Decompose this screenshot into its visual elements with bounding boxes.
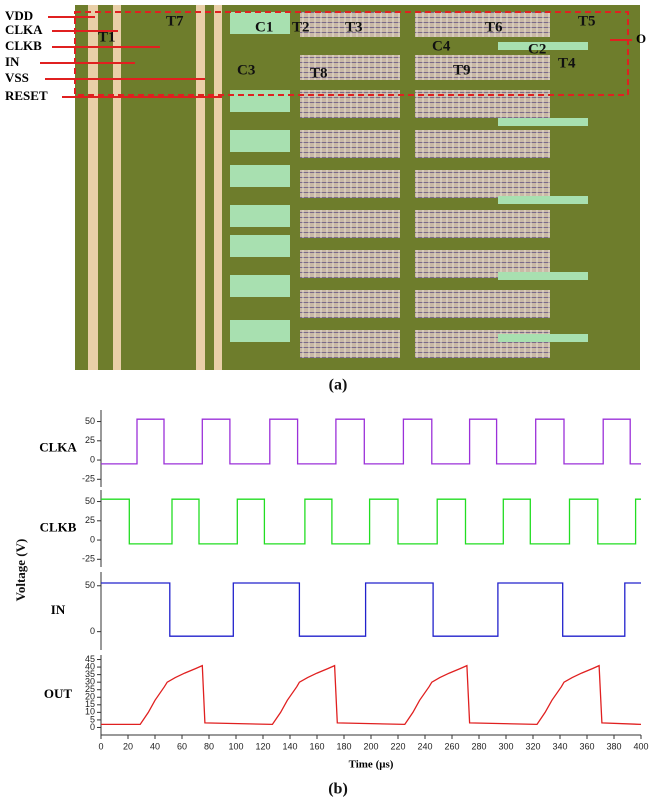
stages <box>230 12 588 358</box>
x-tick-label: 220 <box>390 741 405 751</box>
rail <box>113 5 121 370</box>
y-tick-label: 0 <box>90 534 95 544</box>
x-tick-label: 80 <box>204 741 214 751</box>
x-tick-label: 200 <box>363 741 378 751</box>
caption: (a) <box>329 377 348 394</box>
rail <box>214 5 222 370</box>
pin-label: VSS <box>5 70 29 85</box>
series-label: IN <box>51 602 66 617</box>
stage-box <box>74 11 629 96</box>
y-tick-label: -25 <box>82 554 95 564</box>
x-tick-label: 400 <box>633 741 648 751</box>
x-tick-label: 360 <box>579 741 594 751</box>
device-label: C3 <box>237 62 255 78</box>
pin-label: CLKA <box>5 22 43 37</box>
device-label: T1 <box>98 29 116 45</box>
waveforms: -2502550CLKA-2502550CLKB050IN05101520253… <box>39 410 649 771</box>
y-tick-label: 50 <box>85 580 95 590</box>
y-tick-label: 5 <box>90 714 95 724</box>
y-tick-label: 0 <box>90 454 95 464</box>
x-tick-label: 0 <box>98 741 103 751</box>
caption: (b) <box>328 781 348 798</box>
x-tick-label: 180 <box>336 741 351 751</box>
rail <box>196 5 205 370</box>
y-tick-label: 35 <box>85 669 95 679</box>
device-label: T8 <box>310 65 328 81</box>
x-tick-label: 240 <box>417 741 432 751</box>
device-label: T4 <box>558 55 576 71</box>
waveform <box>101 664 642 726</box>
x-tick-label: 320 <box>525 741 540 751</box>
device-label: T5 <box>578 13 596 29</box>
device-label: C4 <box>432 38 451 54</box>
y-tick-label: 50 <box>85 416 95 426</box>
y-tick-label: 10 <box>85 707 95 717</box>
device-label: T3 <box>345 19 363 35</box>
pin-label: VDD <box>5 8 33 23</box>
rail <box>88 5 98 370</box>
device-label: C1 <box>255 19 273 35</box>
y-tick-label: 25 <box>85 435 95 445</box>
device-label: T7 <box>166 13 184 29</box>
pin-label: CLKB <box>5 38 42 53</box>
device-label: T2 <box>292 19 310 35</box>
waveform <box>101 582 641 637</box>
y-tick-label: 25 <box>85 515 95 525</box>
y-tick-label: 45 <box>85 654 95 664</box>
micrograph: VDD CLKA CLKB IN VSS RESET T1 T7 C1 T2 T… <box>5 5 646 394</box>
x-tick-label: 20 <box>123 741 133 751</box>
x-tick-label: 140 <box>282 741 297 751</box>
x-tick-label: 120 <box>255 741 270 751</box>
y-tick-label: -25 <box>82 474 95 484</box>
y-tick-label: 50 <box>85 496 95 506</box>
x-tick-label: 40 <box>150 741 160 751</box>
y-tick-label: 30 <box>85 677 95 687</box>
x-tick-label: 260 <box>444 741 459 751</box>
pin-label: IN <box>5 54 20 69</box>
pin-arrows <box>40 16 632 98</box>
series-label: CLKA <box>39 439 77 454</box>
x-tick-label: 280 <box>471 741 486 751</box>
x-tick-label: 100 <box>228 741 243 751</box>
y-axis-title: Voltage (V) <box>13 539 28 602</box>
y-tick-label: 0 <box>90 626 95 636</box>
y-tick-label: 40 <box>85 661 95 671</box>
waveform <box>101 498 641 545</box>
x-tick-label: 160 <box>309 741 324 751</box>
y-tick-label: 0 <box>90 722 95 732</box>
waveform <box>101 418 641 465</box>
x-tick-label: 380 <box>606 741 621 751</box>
x-tick-label: 60 <box>177 741 187 751</box>
series-label: CLKB <box>40 519 77 534</box>
x-tick-label: 340 <box>552 741 567 751</box>
y-tick-label: 15 <box>85 699 95 709</box>
device-label: T6 <box>485 19 503 35</box>
series-label: OUT <box>44 686 73 701</box>
y-tick-label: 25 <box>85 684 95 694</box>
x-tick-label: 300 <box>498 741 513 751</box>
pin-label: O <box>636 31 646 46</box>
device-label: C2 <box>528 41 546 57</box>
y-tick-label: 20 <box>85 692 95 702</box>
x-axis-title: Time (μs) <box>349 759 394 771</box>
device-label: T9 <box>453 62 471 78</box>
pin-label: RESET <box>5 88 48 103</box>
